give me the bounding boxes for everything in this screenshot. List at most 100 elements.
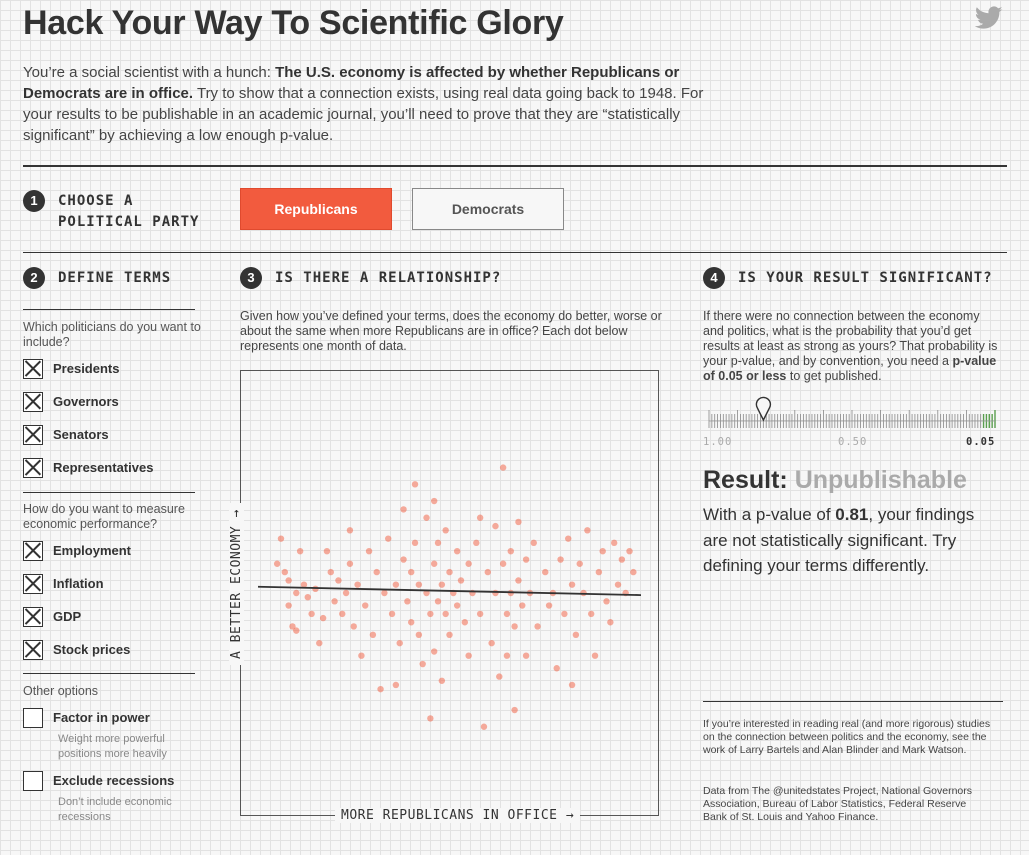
- checkbox-box[interactable]: [23, 359, 43, 379]
- data-point: [507, 548, 514, 555]
- intro-lead: You’re a social scientist with a hunch:: [23, 64, 276, 81]
- map-pin-icon[interactable]: [755, 396, 772, 422]
- democrats-button[interactable]: Democrats: [412, 188, 564, 230]
- checkbox-box[interactable]: [23, 607, 43, 627]
- data-point: [289, 623, 296, 630]
- republicans-button[interactable]: Republicans: [240, 188, 392, 230]
- result-text: With a p-value of 0.81, your findings ar…: [703, 502, 1003, 579]
- data-point: [499, 560, 507, 567]
- data-point: [354, 581, 361, 588]
- data-point: [438, 581, 446, 588]
- checkbox-box[interactable]: [23, 425, 43, 445]
- checkbox-label: GDP: [53, 609, 82, 624]
- data-point: [335, 577, 342, 584]
- checkbox-box[interactable]: [23, 640, 43, 660]
- data-point: [373, 568, 380, 576]
- data-point: [427, 610, 434, 618]
- checkbox-box[interactable]: [23, 392, 43, 412]
- data-point: [561, 610, 568, 618]
- data-point: [339, 610, 346, 618]
- data-point: [511, 706, 518, 714]
- measures-divider: [23, 492, 195, 493]
- checkbox-box[interactable]: [23, 458, 43, 478]
- data-point: [503, 610, 511, 618]
- data-point: [488, 639, 495, 647]
- other-options-heading: Other options: [23, 684, 99, 698]
- data-point: [392, 681, 400, 689]
- result-heading: Result: Unpublishable: [703, 466, 967, 495]
- data-point: [346, 560, 354, 567]
- step1-divider: [23, 252, 1007, 253]
- step3-number: 3: [240, 267, 262, 289]
- checkbox-box[interactable]: [23, 541, 43, 561]
- data-point: [411, 481, 419, 488]
- p-value-slider[interactable]: [703, 396, 1003, 434]
- data-point: [595, 568, 603, 576]
- step4-description: If there were no connection between the …: [703, 309, 999, 384]
- data-point: [588, 610, 595, 618]
- step4-description-bold: p-value of 0.05 or less: [703, 354, 997, 383]
- data-point: [434, 598, 442, 605]
- step2-divider: [23, 309, 195, 310]
- data-point: [499, 464, 507, 471]
- trend-line: [257, 585, 642, 596]
- step2-label: DEFINE TERMS: [58, 270, 172, 286]
- data-point: [630, 568, 637, 576]
- checkbox-label: Governors: [53, 394, 119, 409]
- result-prefix: Result:: [703, 466, 788, 494]
- data-point: [404, 598, 411, 605]
- data-point: [427, 715, 434, 722]
- step1-label: CHOOSE A POLITICAL PARTY: [58, 191, 199, 233]
- data-point: [534, 623, 541, 630]
- checkbox-box[interactable]: [23, 574, 43, 594]
- result-text-b: , your findings are not statistically si…: [703, 505, 975, 575]
- data-point: [316, 639, 323, 647]
- checkbox-label: Factor in power: [53, 710, 150, 725]
- data-point: [603, 598, 610, 605]
- data-point: [519, 602, 526, 609]
- data-source: Data from The @unitedstates Project, Nat…: [703, 785, 973, 823]
- result-pvalue: 0.81: [835, 505, 869, 524]
- data-point: [434, 539, 442, 547]
- data-point: [381, 589, 388, 597]
- data-point: [476, 514, 484, 521]
- data-point: [293, 589, 300, 597]
- data-point: [503, 652, 511, 659]
- data-point: [492, 522, 499, 530]
- data-point: [484, 568, 491, 576]
- step2-number: 2: [23, 267, 45, 289]
- step4-divider: [703, 701, 1003, 702]
- twitter-icon[interactable]: [975, 6, 1003, 30]
- data-point: [319, 614, 327, 622]
- step1-number: 1: [23, 190, 45, 212]
- checkbox-box[interactable]: [23, 771, 43, 791]
- data-point: [522, 652, 530, 659]
- data-point: [465, 560, 472, 567]
- result-text-a: With a p-value of: [703, 505, 836, 524]
- data-point: [392, 581, 400, 588]
- data-point: [415, 631, 423, 638]
- other-divider: [23, 673, 195, 674]
- data-point: [614, 581, 622, 588]
- data-point: [285, 602, 292, 609]
- slider-label-1: 1.00: [703, 436, 733, 448]
- data-point: [408, 619, 415, 626]
- data-point: [273, 560, 281, 567]
- checkbox-label: Stock prices: [53, 642, 131, 657]
- checkbox-box[interactable]: [23, 708, 43, 728]
- step3-label: IS THERE A RELATIONSHIP?: [275, 270, 502, 286]
- data-point: [553, 665, 560, 672]
- data-point: [584, 527, 591, 534]
- top-divider: [23, 165, 1007, 167]
- slider-label-050: 0.50: [838, 436, 868, 448]
- data-point: [557, 556, 564, 563]
- step4-number: 4: [703, 267, 725, 289]
- data-point: [400, 556, 407, 563]
- checkbox-label: Representatives: [53, 460, 154, 475]
- data-point: [599, 548, 606, 555]
- factor-in-power-note: Weight more powerful positions more heav…: [58, 733, 167, 760]
- data-point: [446, 568, 453, 576]
- data-point: [438, 677, 446, 684]
- data-point: [461, 619, 469, 626]
- data-point: [515, 518, 522, 526]
